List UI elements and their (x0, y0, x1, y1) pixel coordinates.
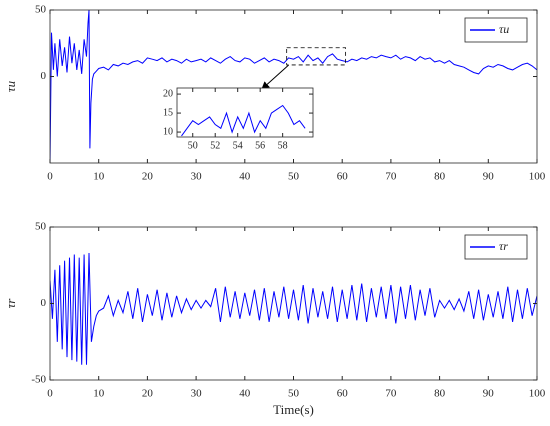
x-tick-label: 40 (239, 388, 251, 400)
x-tick-label: 50 (288, 388, 300, 400)
y-tick-label: 15 (163, 107, 173, 118)
axes-box (176, 87, 314, 138)
data-layer (181, 104, 306, 137)
x-tick-label: 10 (93, 388, 105, 400)
x-tick-label: 58 (278, 140, 288, 151)
y-tick-label: 20 (163, 88, 173, 99)
y-tick-label: 0 (41, 297, 47, 309)
x-tick-label: 100 (529, 171, 546, 183)
x-axis-label: Time(s) (273, 402, 314, 417)
x-tick-label: 30 (191, 171, 203, 183)
x-tick-label: 40 (239, 171, 251, 183)
x-tick-label: 54 (233, 140, 243, 151)
x-tick-label: 30 (191, 388, 203, 400)
x-tick-label: 80 (434, 171, 446, 183)
plot-area (50, 10, 537, 163)
x-tick-label: 60 (337, 171, 349, 183)
x-tick-label: 52 (210, 140, 220, 151)
zoom-region (286, 47, 347, 66)
data-line (50, 10, 537, 163)
x-tick-label: 60 (337, 388, 349, 400)
data-line (50, 252, 537, 365)
x-tick-label: 20 (142, 171, 154, 183)
plot-area (177, 88, 313, 137)
x-tick-label: 90 (483, 388, 495, 400)
x-tick-label: 70 (385, 171, 397, 183)
x-tick-label: 70 (385, 388, 397, 400)
data-layer (50, 10, 537, 163)
x-tick-label: 50 (188, 140, 198, 151)
data-line (181, 104, 306, 137)
legend-label: τu (499, 22, 509, 36)
y-axis-label: τr (3, 298, 18, 309)
y-tick-label: -50 (31, 374, 46, 386)
legend-label: τr (499, 239, 508, 253)
x-tick-label: 0 (47, 388, 53, 400)
x-tick-label: 0 (47, 171, 53, 183)
zoom-arrow (261, 64, 290, 90)
y-tick-label: 0 (41, 70, 47, 82)
x-tick-label: 100 (529, 388, 546, 400)
x-tick-label: 80 (434, 388, 446, 400)
axes-box (49, 226, 538, 381)
x-tick-label: 10 (93, 171, 105, 183)
top-plot: 0 10 20 30 40 50 60 70 80 90 100 0 50 τu τu (3, 4, 546, 183)
x-tick-label: 56 (255, 140, 265, 151)
axes-box (49, 9, 538, 164)
x-tick-label: 90 (483, 171, 495, 183)
y-tick-label: 10 (163, 126, 173, 137)
x-tick-label: 50 (288, 171, 300, 183)
inset-plot: 50 52 54 56 58 10 15 20 (163, 87, 314, 151)
y-axis-label: τu (3, 80, 18, 92)
x-tick-label: 20 (142, 388, 154, 400)
y-tick-label: 50 (35, 4, 47, 16)
data-layer (50, 252, 537, 365)
y-tick-label: 50 (35, 221, 47, 233)
plot-area (50, 227, 537, 380)
